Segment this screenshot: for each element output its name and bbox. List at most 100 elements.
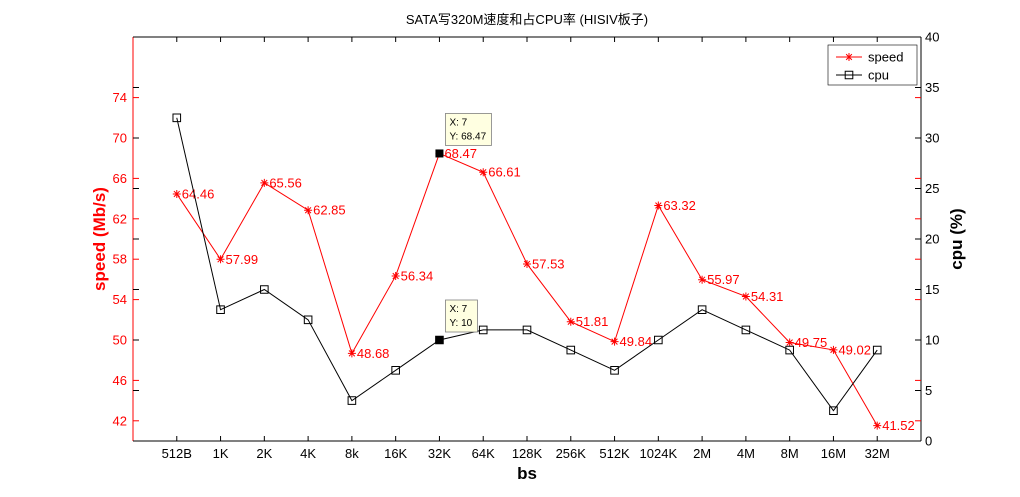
speed-point-marker [741,292,750,301]
legend-marker-speed [845,53,853,61]
datatip-marker [435,336,444,344]
speed-point-marker [260,178,269,187]
axes-layer: 512B 1K 2K 4K 8k 16K 32K 64K 128K 256K 512K 1024K 2M… [113,30,940,462]
speed-value-label: 55.97 [707,272,740,287]
x-tick-label: 512B [162,446,192,461]
datatip: X: 7 Y: 68.47 [435,113,492,158]
speed-value-label: 64.46 [182,186,215,201]
y-tick-label-left: 74 [113,90,127,105]
cpu-point-marker [610,366,619,375]
speed-value-label: 49.02 [838,342,871,357]
legend: speed cpu [827,44,918,86]
datatip-text: X: 7 [449,117,467,128]
speed-point-marker [829,345,838,354]
speed-point-marker [523,259,531,268]
x-tick-label: 16M [821,446,846,461]
cpu-point-marker [741,325,751,335]
x-tick-label: 64K [472,446,495,461]
y-tick-label-right: 25 [925,181,939,196]
speed-point-marker [479,168,488,177]
cpu-point-marker [566,345,576,355]
x-tick-label: 2K [256,446,272,461]
y-tick-label-right: 35 [925,80,939,95]
speed-value-label: 51.81 [576,314,609,329]
speed-value-label: 66.61 [488,165,521,180]
x-tick-label: 32M [865,446,890,461]
datatip-marker [435,149,444,158]
y-tick-label-right: 5 [925,383,932,398]
x-tick-label: 256K [556,446,587,461]
y-axis-label-right: cpu (%) [947,208,966,269]
cpu-point-marker [303,315,313,325]
speed-point-marker [610,337,619,346]
legend-label-speed: speed [868,50,903,65]
speed-value-label: 56.34 [401,268,434,283]
cpu-point-marker [347,396,357,405]
speed-value-label: 49.84 [620,334,653,349]
cpu-point-marker [829,406,838,415]
cpu-point-marker [172,113,182,123]
datatip-text: Y: 10 [449,318,472,329]
x-tick-label: 8k [345,446,359,461]
speed-value-label: 49.75 [795,335,828,350]
legend-marker-cpu [844,70,854,80]
y-tick-label-left: 46 [113,373,127,388]
speed-value-label: 48.68 [357,346,390,361]
x-axis-label: bs [517,464,537,483]
speed-point-marker [347,349,356,358]
cpu-point-marker [522,325,532,335]
chart-title: SATA写320M速度和占CPU率 (HISIV板子) [406,12,648,27]
speed-point-marker [873,421,882,430]
datatip-layer: X: 7 Y: 68.47 X: 7 Y: 10 [435,113,492,344]
legend-box [827,44,918,86]
datatip: X: 7 Y: 10 [435,299,478,344]
y-tick-label-right: 20 [925,232,939,247]
x-tick-label: 1K [213,446,229,461]
x-tick-label: 16K [384,446,407,461]
speed-point-marker [698,275,707,284]
y-tick-label-left: 62 [113,211,127,226]
y-tick-label-right: 15 [925,282,939,297]
speed-point-marker [785,338,794,347]
x-tick-label: 32K [428,446,451,461]
y-tick-label-right: 30 [925,131,939,146]
y-tick-label-left: 54 [113,292,127,307]
cpu-point-marker [260,285,269,294]
speed-point-marker [654,201,663,210]
x-tick-label: 8M [781,446,799,461]
x-tick-label: 1024K [640,446,678,461]
speed-point-marker [566,317,575,326]
speed-value-label: 62.85 [313,203,346,218]
speed-value-label: 63.32 [663,198,696,213]
cpu-point-marker [478,325,488,335]
speed-value-label: 57.99 [226,252,259,267]
speed-point-marker [216,255,225,264]
y-tick-label-left: 42 [113,413,127,428]
speed-value-label: 57.53 [532,256,565,271]
cpu-point-marker [654,335,663,345]
y-tick-label-left: 58 [113,252,127,267]
speed-value-label: 41.52 [882,418,915,433]
datatip-text: Y: 68.47 [449,131,486,142]
cpu-point-marker [391,366,400,375]
x-tick-label: 4M [737,446,755,461]
cpu-point-marker [785,345,794,355]
x-tick-label: 2M [693,446,711,461]
y-tick-label-left: 70 [113,131,127,146]
y-axis-label-left: speed (Mb/s) [90,187,109,291]
datatip-text: X: 7 [449,304,467,315]
y-tick-label-left: 66 [113,171,127,186]
speed-value-label: 65.56 [269,175,302,190]
x-tick-label: 4K [300,446,316,461]
x-tick-label: 512K [599,446,630,461]
datatip-box [445,299,478,333]
y-tick-label-right: 0 [925,434,932,449]
cpu-point-marker [872,345,882,355]
y-tick-label-left: 50 [113,333,127,348]
speed-value-label: 54.31 [751,289,784,304]
y-tick-label-right: 40 [925,30,939,45]
series-layer: 64.46 57.99 65.56 62.85 48.68 56.34 68.47 66.61… [172,113,915,433]
speed-value-label: 68.47 [444,146,477,161]
cpu-line [176,117,878,412]
